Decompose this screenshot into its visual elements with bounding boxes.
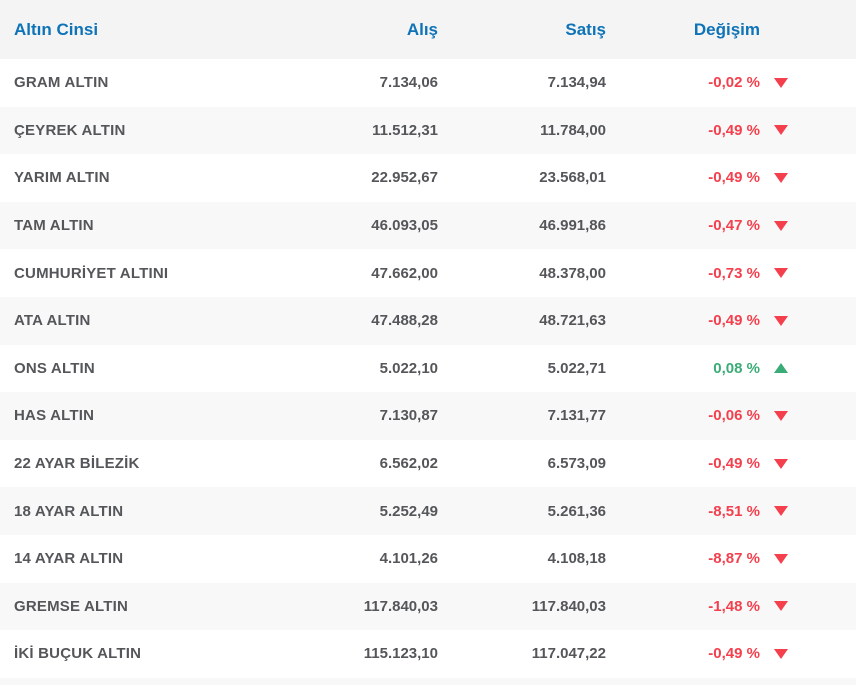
gold-type-label: ONS ALTIN xyxy=(14,359,95,377)
change-cell: 0,08 % xyxy=(606,360,856,377)
triangle-down-icon xyxy=(774,648,788,659)
table-body: GRAM ALTIN 7.134,06 7.134,94 -0,02 % ÇEY… xyxy=(0,59,856,678)
change-percent: -1,48 % xyxy=(708,597,760,615)
triangle-down-icon xyxy=(774,125,788,136)
change-cell: -0,06 % xyxy=(606,407,856,424)
column-header-gold-type: Altın Cinsi xyxy=(14,19,99,39)
sell-price: 48.721,63 xyxy=(539,312,606,330)
table-row: 22 AYAR BİLEZİK 6.562,02 6.573,09 -0,49 … xyxy=(0,439,856,488)
change-percent: -0,02 % xyxy=(708,74,760,92)
sell-price: 5.261,36 xyxy=(547,502,606,520)
change-cell: -8,51 % xyxy=(606,503,856,520)
change-percent: -0,49 % xyxy=(708,312,760,330)
gold-type-label: TAM ALTIN xyxy=(14,217,94,235)
gold-type-label: CUMHURİYET ALTINI xyxy=(14,264,169,282)
change-percent: -0,49 % xyxy=(708,121,760,139)
gold-type-label: ÇEYREK ALTIN xyxy=(14,121,126,139)
triangle-down-icon xyxy=(774,315,788,326)
column-header-buy: Alış xyxy=(406,19,438,39)
table-row: GRAM ALTIN 7.134,06 7.134,94 -0,02 % xyxy=(0,59,856,107)
table-header: Altın Cinsi Alış Satış Değişim xyxy=(0,0,856,59)
buy-price: 6.562,02 xyxy=(379,455,438,473)
sell-price: 48.378,00 xyxy=(539,264,606,282)
triangle-down-icon xyxy=(774,601,788,612)
change-percent: -0,49 % xyxy=(708,455,760,473)
change-percent: -0,47 % xyxy=(708,217,760,235)
gold-type-label: GREMSE ALTIN xyxy=(14,597,129,615)
table-row: TAM ALTIN 46.093,05 46.991,86 -0,47 % xyxy=(0,201,856,250)
sell-price: 23.568,01 xyxy=(539,169,606,187)
gold-type-label: GRAM ALTIN xyxy=(14,74,109,92)
change-cell: -0,49 % xyxy=(606,455,856,472)
table-row: HAS ALTIN 7.130,87 7.131,77 -0,06 % xyxy=(0,392,856,440)
table-row: ÇEYREK ALTIN 11.512,31 11.784,00 -0,49 % xyxy=(0,106,856,155)
sell-price: 117.840,03 xyxy=(531,597,606,615)
buy-price: 117.840,03 xyxy=(363,597,438,615)
buy-price: 7.130,87 xyxy=(379,407,438,425)
buy-price: 7.134,06 xyxy=(379,74,438,92)
change-cell: -0,49 % xyxy=(606,169,856,186)
sell-price: 6.573,09 xyxy=(547,455,606,473)
triangle-down-icon xyxy=(774,410,788,421)
buy-price: 46.093,05 xyxy=(371,217,438,235)
sell-price: 11.784,00 xyxy=(540,121,606,139)
triangle-down-icon xyxy=(774,220,788,231)
change-cell: -1,48 % xyxy=(606,598,856,615)
gold-type-label: 18 AYAR ALTIN xyxy=(14,502,124,520)
table-row: 14 AYAR ALTIN 4.101,26 4.108,18 -8,87 % xyxy=(0,534,856,583)
table-row: GREMSE ALTIN 117.840,03 117.840,03 -1,48… xyxy=(0,582,856,631)
gold-type-label: YARIM ALTIN xyxy=(14,169,110,187)
sell-price: 4.108,18 xyxy=(547,550,606,568)
sell-price: 117.047,22 xyxy=(531,645,606,663)
change-cell: -0,47 % xyxy=(606,217,856,234)
sell-price: 7.134,94 xyxy=(547,74,606,92)
column-header-change: Değişim xyxy=(693,19,760,39)
buy-price: 11.512,31 xyxy=(372,121,438,139)
buy-price: 5.252,49 xyxy=(379,502,438,520)
column-header-sell: Satış xyxy=(565,19,606,39)
change-cell: -8,87 % xyxy=(606,550,856,567)
change-percent: -0,06 % xyxy=(708,407,760,425)
triangle-down-icon xyxy=(774,77,788,88)
change-cell: -0,49 % xyxy=(606,122,856,139)
change-percent: -8,51 % xyxy=(708,502,760,520)
change-percent: -8,87 % xyxy=(708,550,760,568)
table-row: İKİ BUÇUK ALTIN 115.123,10 117.047,22 -0… xyxy=(0,630,856,678)
triangle-down-icon xyxy=(774,172,788,183)
next-row-partial xyxy=(0,677,856,685)
buy-price: 5.022,10 xyxy=(379,359,438,377)
sell-price: 7.131,77 xyxy=(547,407,606,425)
change-cell: -0,73 % xyxy=(606,265,856,282)
table-row: 18 AYAR ALTIN 5.252,49 5.261,36 -8,51 % xyxy=(0,487,856,535)
table-row: ATA ALTIN 47.488,28 48.721,63 -0,49 % xyxy=(0,296,856,345)
table-row: YARIM ALTIN 22.952,67 23.568,01 -0,49 % xyxy=(0,154,856,202)
change-percent: 0,08 % xyxy=(713,359,760,377)
gold-type-label: HAS ALTIN xyxy=(14,407,95,425)
change-cell: -0,02 % xyxy=(606,74,856,91)
buy-price: 115.123,10 xyxy=(363,645,438,663)
buy-price: 22.952,67 xyxy=(371,169,438,187)
table-row: ONS ALTIN 5.022,10 5.022,71 0,08 % xyxy=(0,344,856,393)
change-percent: -0,73 % xyxy=(708,264,760,282)
change-percent: -0,49 % xyxy=(708,169,760,187)
gold-type-label: 22 AYAR BİLEZİK xyxy=(14,455,140,473)
gold-type-label: ATA ALTIN xyxy=(14,312,91,330)
triangle-down-icon xyxy=(774,268,788,279)
triangle-down-icon xyxy=(774,506,788,517)
gold-type-label: 14 AYAR ALTIN xyxy=(14,550,124,568)
buy-price: 4.101,26 xyxy=(379,550,438,568)
sell-price: 5.022,71 xyxy=(547,359,606,377)
change-cell: -0,49 % xyxy=(606,312,856,329)
sell-price: 46.991,86 xyxy=(539,217,606,235)
change-percent: -0,49 % xyxy=(708,645,760,663)
triangle-up-icon xyxy=(774,363,788,374)
triangle-down-icon xyxy=(774,458,788,469)
buy-price: 47.662,00 xyxy=(371,264,438,282)
change-cell: -0,49 % xyxy=(606,645,856,662)
triangle-down-icon xyxy=(774,553,788,564)
gold-type-label: İKİ BUÇUK ALTIN xyxy=(14,645,142,663)
table-row: CUMHURİYET ALTINI 47.662,00 48.378,00 -0… xyxy=(0,249,856,297)
buy-price: 47.488,28 xyxy=(371,312,438,330)
